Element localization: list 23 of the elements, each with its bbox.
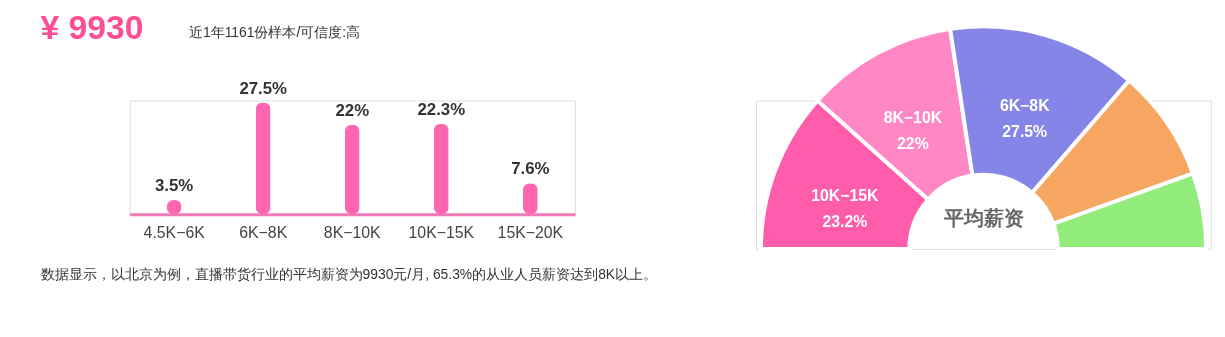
- x-tick-label: 8K−10K: [323, 223, 382, 241]
- data-label: 27.5%: [239, 78, 288, 98]
- x-tick-label: 4.5K−6K: [143, 223, 206, 241]
- bar: [433, 123, 449, 215]
- slice-label: 10K−15K: [811, 186, 880, 204]
- slice-label: 6K−8K: [999, 97, 1051, 115]
- bar: [344, 124, 360, 215]
- text: 数据显示，以北京为例，直播带货行业的平均薪资为9930元/月, 65.3%的从业人员薪资达到8K以上。: [40, 265, 658, 282]
- chart-title: ¥ 9930: [40, 9, 144, 47]
- data-label: 3.5%: [154, 176, 194, 196]
- x-tick-label: 15K−20K: [497, 223, 564, 241]
- slice-label: 8K−10K: [883, 109, 943, 127]
- bar: [255, 102, 271, 215]
- data-label: 23.2%: [822, 212, 868, 230]
- data-label: 22%: [897, 135, 929, 153]
- chart-subtitle: 近1年1161份样本/可信度:高: [188, 24, 361, 41]
- data-label: 7.6%: [511, 159, 550, 179]
- data-label: 22%: [335, 100, 370, 120]
- x-tick-label: 10K−15K: [408, 223, 475, 241]
- data-label: 22.3%: [417, 99, 466, 119]
- data-label: 27.5%: [1002, 122, 1048, 140]
- text: 平均薪资: [942, 207, 1024, 230]
- x-tick-label: 6K−8K: [239, 223, 288, 241]
